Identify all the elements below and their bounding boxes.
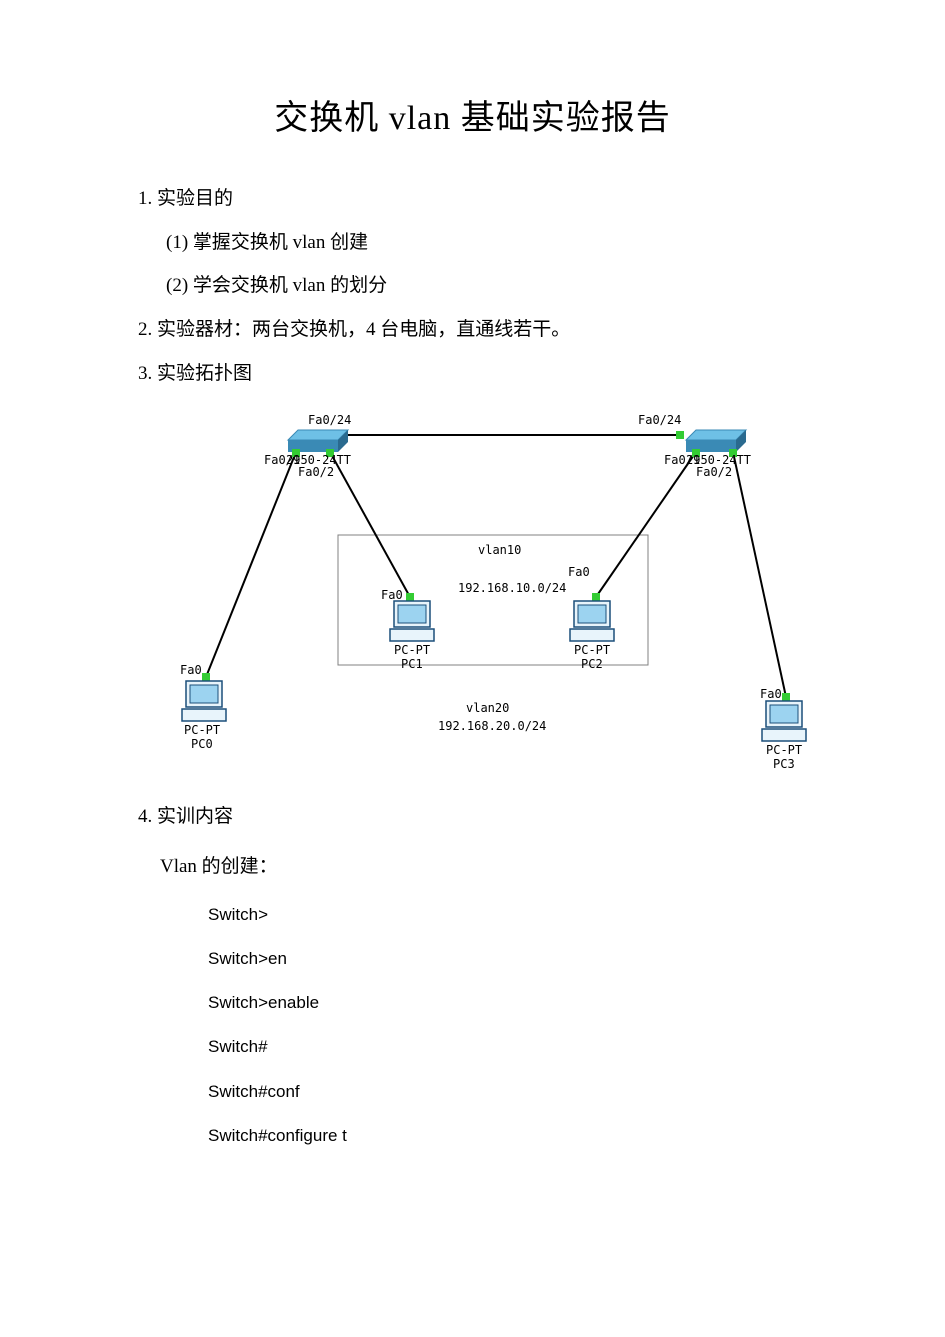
link-dot xyxy=(592,593,600,601)
page-title: 交换机 vlan 基础实验报告 xyxy=(120,90,825,139)
switch-1-icon xyxy=(686,430,746,452)
link-s1-pc2 xyxy=(596,452,696,597)
pc0-type: PC-PT xyxy=(184,723,220,737)
switch-0-icon xyxy=(288,430,348,452)
pc0-name: PC0 xyxy=(191,737,213,751)
switch0-port-top: Fa0/24 xyxy=(308,413,351,427)
code-line-2: Switch>enable xyxy=(208,981,825,1025)
pc2-name: PC2 xyxy=(581,657,603,671)
pc3-type: PC-PT xyxy=(766,743,802,757)
switch0-port-l: Fa0/1 xyxy=(264,453,300,467)
pc3-icon xyxy=(762,701,806,741)
section-4-heading: 4. 实训内容 xyxy=(138,795,825,839)
pc1-type: PC-PT xyxy=(394,643,430,657)
pc0-port: Fa0 xyxy=(180,663,202,677)
pc3-name: PC3 xyxy=(773,757,795,771)
link-s0-pc0 xyxy=(206,452,296,677)
section-1-item-2: (2) 学会交换机 vlan 的划分 xyxy=(166,264,825,308)
link-dot xyxy=(676,431,684,439)
pc3-port: Fa0 xyxy=(760,687,782,701)
link-s1-pc3 xyxy=(733,452,786,697)
pc1-name: PC1 xyxy=(401,657,423,671)
pc2-icon xyxy=(570,601,614,641)
pc2-type: PC-PT xyxy=(574,643,610,657)
section-1-item-1: (1) 掌握交换机 vlan 创建 xyxy=(166,221,825,265)
link-s0-pc1 xyxy=(330,452,410,597)
pc1-icon xyxy=(390,601,434,641)
vlan-create-label: Vlan 的创建： xyxy=(160,845,825,889)
pc0-icon xyxy=(182,681,226,721)
pc1-port: Fa0 xyxy=(381,588,403,602)
link-dot xyxy=(406,593,414,601)
vlan10-label: vlan10 xyxy=(478,543,521,557)
switch1-port-top: Fa0/24 xyxy=(638,413,681,427)
code-line-0: Switch> xyxy=(208,893,825,937)
switch1-port-l: Fa0/1 xyxy=(664,453,700,467)
pc2-port: Fa0 xyxy=(568,565,590,579)
section-1-heading: 1. 实验目的 xyxy=(138,177,825,221)
vlan10-net: 192.168.10.0/24 xyxy=(458,581,566,595)
link-dot xyxy=(782,693,790,701)
code-line-1: Switch>en xyxy=(208,937,825,981)
code-line-3: Switch# xyxy=(208,1025,825,1069)
switch1-port-r: Fa0/2 xyxy=(696,465,732,479)
vlan20-label: vlan20 xyxy=(466,701,509,715)
section-3-heading: 3. 实验拓扑图 xyxy=(138,352,825,396)
link-dot xyxy=(202,673,210,681)
code-line-4: Switch#conf xyxy=(208,1070,825,1114)
code-line-5: Switch#configure t xyxy=(208,1114,825,1158)
topology-diagram: Fa0/24 Fa0/24 2950-24TT Fa0/1 Fa0/2 2950… xyxy=(138,405,838,775)
switch0-port-r: Fa0/2 xyxy=(298,465,334,479)
document-page: 交换机 vlan 基础实验报告 1. 实验目的 (1) 掌握交换机 vlan 创… xyxy=(0,0,945,1337)
vlan20-net: 192.168.20.0/24 xyxy=(438,719,546,733)
section-2: 2. 实验器材：两台交换机，4 台电脑，直通线若干。 xyxy=(138,308,825,352)
